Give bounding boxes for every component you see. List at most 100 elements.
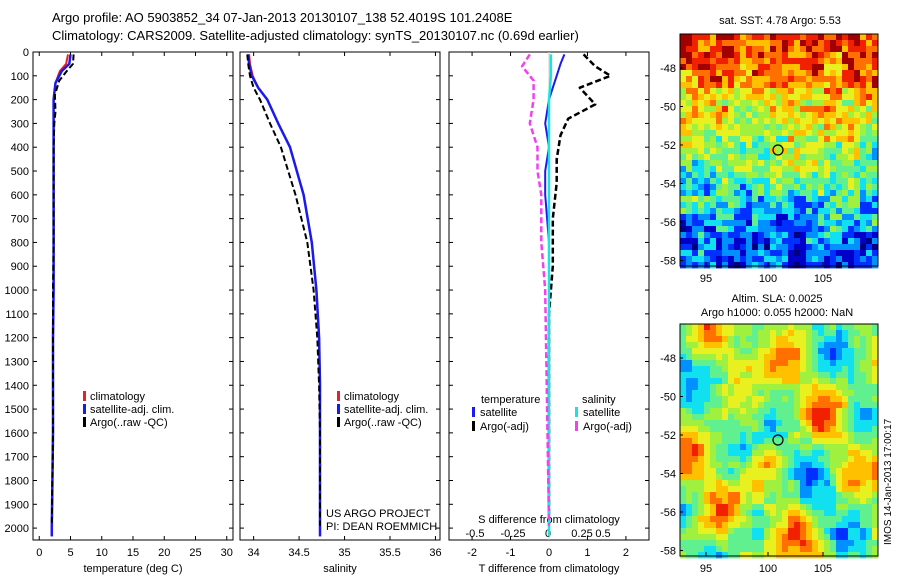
map-cell bbox=[866, 492, 873, 499]
map-cell bbox=[818, 510, 825, 517]
map-cell bbox=[848, 100, 855, 107]
map-cell bbox=[860, 154, 867, 161]
map-cell bbox=[824, 390, 831, 397]
map-cell bbox=[800, 354, 807, 361]
map-cell bbox=[704, 82, 711, 89]
profile-plot-salinity: 34 34.5 35 35.5 36salinityclimatologysatelli… bbox=[239, 51, 442, 575]
map-cell bbox=[692, 244, 699, 251]
map-cell bbox=[872, 480, 879, 487]
map-cell bbox=[842, 552, 849, 559]
map-cell bbox=[860, 522, 867, 529]
map-cell bbox=[692, 142, 699, 149]
map-cell bbox=[692, 474, 699, 481]
map-cell bbox=[836, 118, 843, 125]
map-cell bbox=[842, 58, 849, 65]
map-cell bbox=[746, 378, 753, 385]
map-cell bbox=[770, 432, 777, 439]
map-cell bbox=[836, 462, 843, 469]
map-cell bbox=[722, 492, 729, 499]
map-cell bbox=[860, 360, 867, 367]
map-cell bbox=[758, 456, 765, 463]
map-cell bbox=[836, 534, 843, 541]
map-cell bbox=[860, 76, 867, 83]
map-cell bbox=[740, 468, 747, 475]
map-cell bbox=[830, 106, 837, 113]
map-cell bbox=[716, 330, 723, 337]
map-cell bbox=[860, 492, 867, 499]
map-cell bbox=[770, 232, 777, 239]
map-cell bbox=[764, 540, 771, 547]
map-cell bbox=[848, 46, 855, 53]
map-cell bbox=[698, 480, 705, 487]
map-cell bbox=[764, 498, 771, 505]
map-cell bbox=[806, 372, 813, 379]
map-cell bbox=[686, 58, 693, 65]
map-cell bbox=[800, 124, 807, 131]
map-cell bbox=[728, 88, 735, 95]
map-cell bbox=[824, 250, 831, 257]
map-cell bbox=[704, 486, 711, 493]
map-cell bbox=[686, 348, 693, 355]
map-cell bbox=[716, 366, 723, 373]
map-cell bbox=[692, 396, 699, 403]
map-cell bbox=[752, 244, 759, 251]
map-cell bbox=[866, 534, 873, 541]
map-cell bbox=[734, 130, 741, 137]
map-cell bbox=[680, 226, 687, 233]
sla-map-grid bbox=[680, 324, 879, 559]
map-cell bbox=[824, 202, 831, 209]
map-cell bbox=[824, 226, 831, 233]
map-cell bbox=[824, 504, 831, 511]
map-cell bbox=[752, 262, 759, 269]
map-cell bbox=[782, 106, 789, 113]
map-cell bbox=[830, 462, 837, 469]
map-cell bbox=[842, 492, 849, 499]
map-cell bbox=[818, 474, 825, 481]
map-cell bbox=[866, 510, 873, 517]
map-cell bbox=[740, 342, 747, 349]
map-cell bbox=[716, 154, 723, 161]
map-cell bbox=[746, 480, 753, 487]
map-cell bbox=[854, 432, 861, 439]
map-cell bbox=[680, 142, 687, 149]
map-cell bbox=[800, 220, 807, 227]
map-cell bbox=[782, 226, 789, 233]
map-cell bbox=[728, 142, 735, 149]
map-cell bbox=[776, 58, 783, 65]
map-cell bbox=[692, 348, 699, 355]
map-cell bbox=[758, 342, 765, 349]
map-cell bbox=[710, 426, 717, 433]
map-cell bbox=[740, 360, 747, 367]
map-cell bbox=[800, 244, 807, 251]
map-cell bbox=[746, 486, 753, 493]
map-cell bbox=[734, 100, 741, 107]
map-cell bbox=[800, 540, 807, 547]
map-cell bbox=[740, 88, 747, 95]
map-cell bbox=[836, 546, 843, 553]
map-cell bbox=[728, 178, 735, 185]
map-cell bbox=[746, 82, 753, 89]
map-cell bbox=[848, 40, 855, 47]
map-cell bbox=[842, 118, 849, 125]
map-cell bbox=[782, 504, 789, 511]
map-cell bbox=[740, 438, 747, 445]
map-cell bbox=[806, 402, 813, 409]
map-cell bbox=[800, 498, 807, 505]
map-cell bbox=[788, 366, 795, 373]
map-cell bbox=[740, 82, 747, 89]
map-cell bbox=[734, 534, 741, 541]
map-cell bbox=[746, 366, 753, 373]
map-cell bbox=[782, 378, 789, 385]
map-cell bbox=[866, 64, 873, 71]
map-cell bbox=[836, 408, 843, 415]
map-cell bbox=[866, 256, 873, 263]
map-cell bbox=[830, 516, 837, 523]
map-cell bbox=[728, 474, 735, 481]
map-cell bbox=[818, 480, 825, 487]
map-cell bbox=[752, 64, 759, 71]
map-cell bbox=[872, 34, 879, 41]
map-cell bbox=[746, 546, 753, 553]
map-cell bbox=[764, 232, 771, 239]
map-cell bbox=[812, 184, 819, 191]
map-cell bbox=[848, 480, 855, 487]
